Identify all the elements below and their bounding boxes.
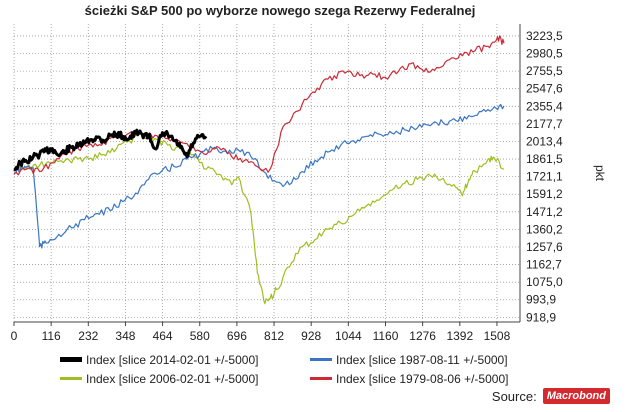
x-tick-label: 1160: [373, 329, 399, 343]
y-tick-label: 1591,2: [526, 187, 563, 201]
legend-label: Index [slice 2006-02-01 +/-5000]: [86, 371, 259, 386]
legend-item: Index [slice 2006-02-01 +/-5000]: [60, 372, 310, 386]
y-tick-label: 918,9: [526, 310, 556, 324]
x-tick-label: 0: [11, 329, 18, 343]
x-tick-label: 928: [301, 329, 321, 343]
x-tick-label: 232: [78, 329, 98, 343]
y-tick-label: 993,9: [526, 293, 556, 307]
legend-item: Index [slice 1987-08-11 +/-5000]: [310, 353, 560, 367]
chart-title: ścieżki S&P 500 po wyborze nowego szega …: [84, 3, 476, 18]
y-axis-label: pkt: [593, 165, 607, 182]
y-tick-label: 1257,6: [526, 240, 563, 254]
legend-swatch: [310, 358, 332, 361]
y-tick-label: 2755,5: [526, 64, 563, 78]
x-tick-label: 464: [153, 329, 173, 343]
source-credit: Source: Macrobond: [492, 388, 610, 404]
y-tick-label: 2013,4: [526, 134, 563, 148]
y-tick-label: 3223,5: [526, 29, 563, 43]
legend-row-2: Index [slice 2006-02-01 +/-5000] Index […: [60, 369, 560, 388]
macrobond-logo: Macrobond: [542, 388, 610, 404]
x-tick-label: 348: [115, 329, 135, 343]
grid: [13, 24, 520, 322]
y-tick-label: 2177,7: [526, 117, 563, 131]
legend-label: Index [slice 2014-02-01 +/-5000]: [86, 352, 259, 367]
y-tick-label: 1861,5: [526, 152, 563, 166]
y-tick-label: 2980,5: [526, 47, 563, 61]
legend-label: Index [slice 1979-08-06 +/-5000]: [336, 371, 509, 386]
x-tick-label: 1044: [335, 329, 362, 343]
x-tick-label: 812: [264, 329, 284, 343]
source-label: Source:: [491, 388, 537, 404]
legend-item: Index [slice 2014-02-01 +/-5000]: [60, 353, 310, 367]
series-layer: [13, 35, 505, 305]
series-line-2: [13, 131, 505, 305]
series-line-3: [13, 35, 505, 176]
x-tick-label: 580: [190, 329, 210, 343]
legend: Index [slice 2014-02-01 +/-5000] Index […: [60, 350, 560, 388]
x-tick-label: 1276: [409, 329, 436, 343]
y-tick-label: 2355,4: [526, 99, 563, 113]
x-tick-label: 1508: [484, 329, 511, 343]
y-tick-label: 1360,2: [526, 222, 563, 236]
x-tick-label: 1392: [446, 329, 473, 343]
axes: 3223,5 2980,5 2755,5 2547,6 2355,4 2177,7 2013…: [11, 24, 607, 343]
series-line-1: [13, 103, 505, 249]
y-tick-label: 1162,7: [526, 258, 562, 272]
legend-item: Index [slice 1979-08-06 +/-5000]: [310, 372, 560, 386]
y-tick-label: 1075,0: [526, 275, 563, 289]
legend-label: Index [slice 1987-08-11 +/-5000]: [336, 352, 508, 367]
x-tick-label: 696: [227, 329, 247, 343]
y-tick-label: 2547,6: [526, 82, 563, 96]
y-tick-label: 1721,1: [526, 170, 563, 184]
x-tick-label: 116: [42, 329, 61, 343]
legend-swatch: [60, 357, 82, 362]
legend-swatch: [310, 377, 332, 380]
legend-row-1: Index [slice 2014-02-01 +/-5000] Index […: [60, 350, 560, 369]
series-line-0: [13, 128, 208, 172]
legend-swatch: [60, 377, 82, 380]
y-tick-label: 1471,2: [526, 205, 563, 219]
